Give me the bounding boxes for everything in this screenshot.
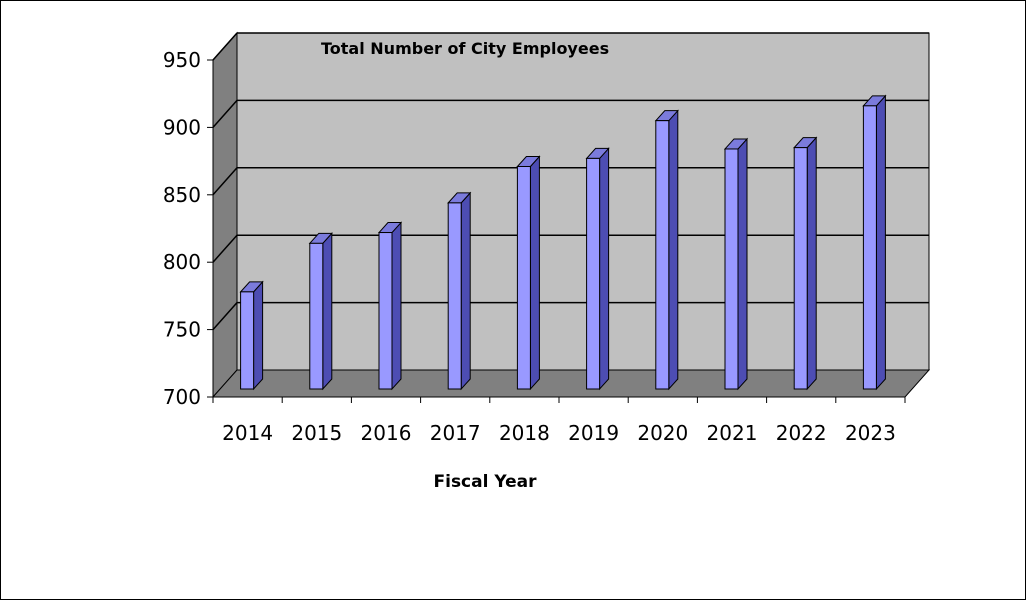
chart-title: Total Number of City Employees xyxy=(321,39,609,58)
bar-side xyxy=(322,232,333,391)
x-tick-label: 2021 xyxy=(707,421,758,445)
x-tick-labels: 2014 2015 2016 2017 2018 2019 2020 2021 2022 2023 xyxy=(222,421,896,445)
y-tick-label: 700 xyxy=(163,385,201,409)
gridline-side xyxy=(212,234,238,263)
x-axis-title: Fiscal Year xyxy=(434,472,538,492)
y-tick-label: 750 xyxy=(163,318,201,342)
bar-side xyxy=(737,137,748,391)
y-tick-label: 850 xyxy=(163,183,201,207)
bar xyxy=(862,94,887,391)
x-tick-label: 2018 xyxy=(499,421,550,445)
bar xyxy=(516,155,541,391)
bar-front xyxy=(862,105,877,390)
bar xyxy=(447,191,472,391)
bar xyxy=(793,136,818,391)
x-tick-label: 2017 xyxy=(430,421,481,445)
x-tick-label: 2020 xyxy=(637,421,688,445)
y-tick-label: 900 xyxy=(163,115,201,139)
x-tick-label: 2019 xyxy=(568,421,619,445)
bar-side xyxy=(529,155,540,391)
bar-side xyxy=(391,221,402,391)
bar-front xyxy=(447,202,462,390)
bar-side xyxy=(599,147,610,391)
x-tick-label: 2015 xyxy=(291,421,342,445)
bar-front xyxy=(309,242,324,390)
bar-front xyxy=(240,291,255,390)
bar-side xyxy=(668,109,679,391)
y-tick-labels: 700 750 800 850 900 950 xyxy=(163,48,201,409)
x-tick-label: 2014 xyxy=(222,421,273,445)
bar-side xyxy=(806,136,817,391)
bar-front xyxy=(516,165,531,390)
bar xyxy=(377,221,403,391)
bar xyxy=(723,137,749,391)
bar xyxy=(239,280,264,391)
side-wall xyxy=(212,31,238,399)
bar-front xyxy=(655,120,670,390)
x-tick-label: 2016 xyxy=(361,421,412,445)
x-tick-label: 2023 xyxy=(845,421,896,445)
bar-side xyxy=(875,94,886,391)
x-tick-label: 2022 xyxy=(776,421,827,445)
bars xyxy=(239,94,887,391)
bar-front xyxy=(724,148,739,390)
axes xyxy=(207,59,906,403)
bar-front xyxy=(378,232,393,390)
bar-side xyxy=(460,191,471,391)
bar xyxy=(585,147,610,391)
bar xyxy=(308,232,333,391)
bar-front xyxy=(586,157,601,390)
bar-side xyxy=(253,280,264,391)
bar-front xyxy=(793,147,808,390)
y-tick-label: 950 xyxy=(163,48,201,72)
gridline-side xyxy=(212,99,238,128)
bar xyxy=(654,109,679,391)
gridline-side xyxy=(212,302,238,331)
y-tick-label: 800 xyxy=(163,250,201,274)
gridline-side xyxy=(212,167,238,196)
back-wall xyxy=(236,32,930,371)
gridline-side xyxy=(212,32,238,61)
